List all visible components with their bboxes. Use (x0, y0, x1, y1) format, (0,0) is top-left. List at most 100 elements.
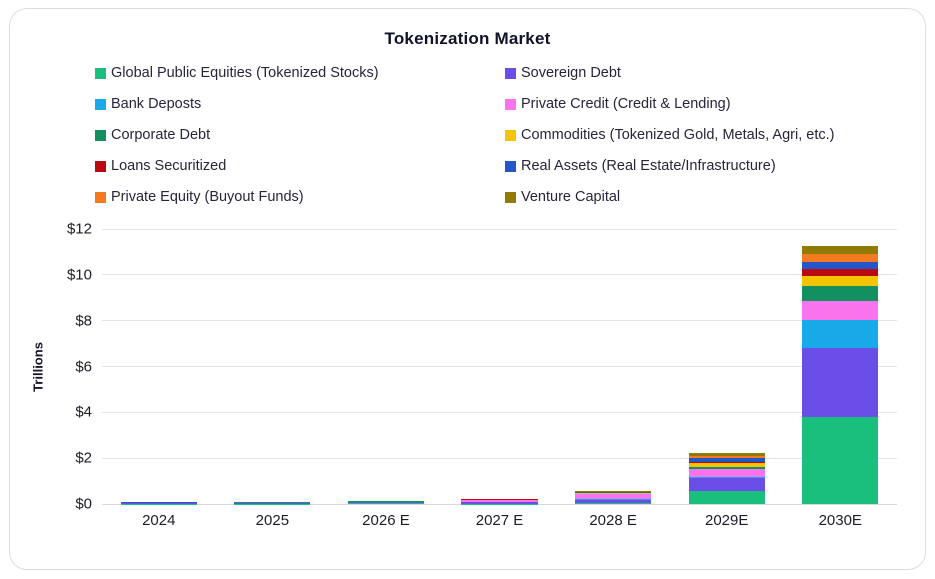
bar-segment (802, 319, 879, 349)
bar-segment (802, 301, 879, 320)
legend-swatch-icon (95, 98, 106, 110)
bar-segment (347, 503, 424, 504)
bar-segment (688, 491, 765, 504)
legend-item-5: Corporate Debt (95, 125, 505, 145)
bar-slot-2030E (783, 229, 897, 504)
legend-label: Loans Securitized (111, 158, 227, 174)
legend-label: Venture Capital (521, 189, 621, 205)
gridline (102, 457, 897, 459)
legend-item-8: Real Assets (Real Estate/Infrastructure) (505, 156, 925, 176)
x-tick-label: 2026 E (362, 512, 410, 529)
bar-segment (575, 498, 652, 500)
legend-label: Corporate Debt (111, 127, 211, 143)
bar-slot-2024 (102, 229, 216, 504)
gridline (102, 320, 897, 322)
y-tick-label: $0 (75, 495, 92, 513)
x-tick-label: 2025 (255, 512, 290, 529)
legend-swatch-icon (95, 160, 106, 172)
legend-item-2: Sovereign Debt (505, 63, 925, 83)
legend-swatch-icon (505, 129, 516, 141)
legend-swatch-icon (95, 67, 106, 79)
bar-slot-2027E (443, 229, 557, 504)
bar-segment (575, 493, 652, 494)
y-tick-label: $12 (66, 220, 92, 238)
bar-segment (688, 466, 765, 469)
legend-item-9: Private Equity (Buyout Funds) (95, 187, 505, 207)
y-axis-title: Trillions (26, 229, 50, 504)
bar-segment (461, 500, 538, 503)
x-tick-label: 2027 E (475, 512, 524, 529)
bar-segment (688, 457, 765, 463)
gridline (102, 274, 897, 276)
bar-segment (802, 254, 879, 263)
chart-title: Tokenization Market (384, 29, 551, 48)
bar-segment (802, 246, 879, 255)
x-tick-label: 2024 (142, 512, 176, 529)
legend-item-1: Global Public Equities (Tokenized Stocks… (95, 63, 505, 83)
legend-label: Global Public Equities (Tokenized Stocks… (111, 65, 379, 81)
y-axis-title-text: Trillions (30, 341, 46, 392)
legend-swatch-icon (95, 191, 106, 203)
gridline (102, 503, 897, 505)
x-tick-label: 2029E (704, 512, 749, 529)
bar-slot-2028E (556, 229, 670, 504)
bar-segment (802, 276, 879, 287)
bar-segment (688, 462, 765, 464)
bar-segment (575, 494, 652, 499)
stacked-bar-2029E (688, 453, 765, 504)
x-tick-label: 2030E (818, 512, 862, 529)
bar-segment (802, 269, 879, 276)
bar-slot-2025 (216, 229, 330, 504)
legend-label: Bank Deposts (111, 96, 202, 112)
bar-slot-2026E (329, 229, 443, 504)
stacked-bar-2027E (461, 498, 538, 504)
legend-swatch-icon (95, 129, 106, 141)
bar-segment (688, 468, 765, 477)
y-axis-ticks: $0 $2 $4 $6 $8 $10 $12 (50, 221, 102, 513)
legend-swatch-icon (505, 98, 516, 110)
bar-segment (234, 502, 311, 504)
legend-label: Private Equity (Buyout Funds) (111, 189, 304, 205)
legend-label: Private Credit (Credit & Lending) (521, 96, 731, 112)
legend-label: Real Assets (Real Estate/Infrastructure) (521, 158, 776, 174)
bar-slot-2029E (670, 229, 784, 504)
bar-segment (688, 456, 765, 458)
x-axis-labels: 2024 2025 2026 E 2027 E 2028 E 2029E 2030E (102, 512, 897, 529)
bar-segment (688, 476, 765, 478)
stacked-bar-2030E (802, 246, 879, 504)
y-tick-label: $6 (75, 358, 92, 375)
bar-segment (575, 503, 652, 504)
bar-segment (802, 262, 879, 270)
bar-segment (688, 477, 765, 492)
y-tick-label: $10 (66, 266, 92, 284)
y-tick-label: $8 (75, 312, 92, 330)
y-tick-label: $2 (75, 449, 92, 467)
bar-segment (347, 502, 424, 504)
chart-plot-row: Trillions $0 $2 $4 $6 $8 $10 $12 (10, 221, 925, 513)
stacked-bar-2025 (234, 502, 311, 504)
bars-row (102, 229, 897, 504)
legend-item-10: Venture Capital (505, 187, 925, 207)
gridline (102, 228, 897, 230)
legend-item-7: Loans Securitized (95, 156, 505, 176)
stacked-bar-2028E (575, 491, 652, 504)
legend-swatch-icon (505, 160, 516, 172)
legend-swatch-icon (505, 191, 516, 203)
legend-item-6: Commodities (Tokenized Gold, Metals, Agr… (505, 125, 925, 145)
gridline (102, 366, 897, 367)
stacked-bar-2026E (347, 500, 424, 504)
bar-segment (461, 502, 538, 504)
bar-segment (688, 453, 765, 457)
bar-segment (575, 499, 652, 504)
stacked-bar-2024 (120, 502, 197, 504)
y-tick-label: $4 (75, 403, 92, 421)
legend-item-3: Bank Deposts (95, 94, 505, 114)
x-tick-label: 2028 E (589, 512, 637, 529)
bar-segment (688, 463, 765, 467)
bar-segment (802, 286, 879, 302)
plot-area (102, 228, 897, 505)
chart-card: Tokenization Market Global Public Equiti… (9, 8, 926, 570)
legend-label: Commodities (Tokenized Gold, Metals, Agr… (521, 127, 835, 143)
legend-label: Sovereign Debt (521, 65, 621, 81)
legend-swatch-icon (505, 67, 516, 79)
